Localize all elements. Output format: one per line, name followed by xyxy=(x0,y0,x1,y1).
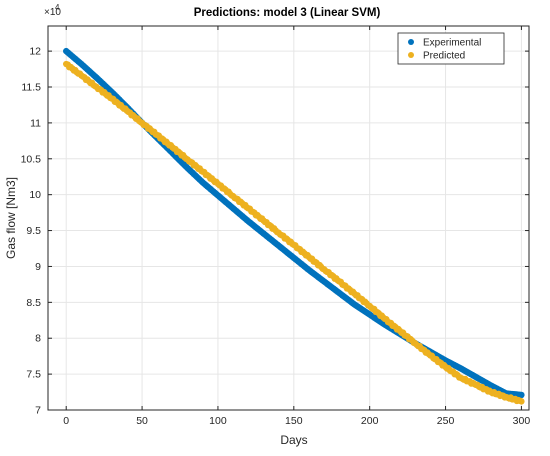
tick-marks xyxy=(48,26,529,411)
legend-box xyxy=(397,32,505,65)
x-tick-label: 100 xyxy=(209,415,227,427)
x-tick-label: 0 xyxy=(63,415,69,427)
y-tick-label: 7 xyxy=(35,405,41,417)
y-tick-label: 9.5 xyxy=(26,225,41,237)
data-point-predicted xyxy=(518,398,525,405)
y-tick-label: 7.5 xyxy=(26,369,41,381)
y-exponent-base: ×10 xyxy=(44,7,61,18)
legend-marker-experimental xyxy=(408,39,414,45)
x-tick-label: 300 xyxy=(513,415,531,427)
y-exponent-power: 4 xyxy=(55,3,60,12)
y-tick-label: 8.5 xyxy=(26,297,41,309)
chart-title: Predictions: model 3 (Linear SVM) xyxy=(194,7,381,19)
y-tick-label: 11 xyxy=(30,117,41,129)
legend-label-experimental: Experimental xyxy=(423,38,481,49)
x-tick-label: 50 xyxy=(136,415,148,427)
y-tick-label: 11.5 xyxy=(21,82,41,94)
y-tick-label: 8 xyxy=(35,333,41,345)
data-point-experimental xyxy=(518,391,525,399)
x-axis-label: Days xyxy=(280,433,307,447)
x-tick-labels: 0 50 100 150 200 250 300 xyxy=(63,415,530,427)
y-tick-labels: 7 7.5 8 8.5 9 9.5 10 10.5 11 11.5 12 xyxy=(21,46,42,417)
series-predicted xyxy=(63,60,525,405)
x-tick-label: 200 xyxy=(361,415,379,427)
y-tick-label: 10.5 xyxy=(21,153,42,165)
y-tick-label: 9 xyxy=(35,261,41,273)
y-tick-label: 10 xyxy=(29,189,41,201)
data-points xyxy=(63,47,525,405)
legend: Experimental Predicted xyxy=(397,32,505,65)
legend-label-predicted: Predicted xyxy=(423,51,465,62)
y-axis-label: Gas flow [Nm3] xyxy=(4,177,18,259)
x-tick-label: 250 xyxy=(437,415,455,427)
x-tick-label: 150 xyxy=(285,415,303,427)
plot-frame xyxy=(47,25,530,411)
plot-area xyxy=(48,26,529,410)
y-tick-label: 12 xyxy=(29,46,41,58)
legend-marker-predicted xyxy=(408,52,414,58)
